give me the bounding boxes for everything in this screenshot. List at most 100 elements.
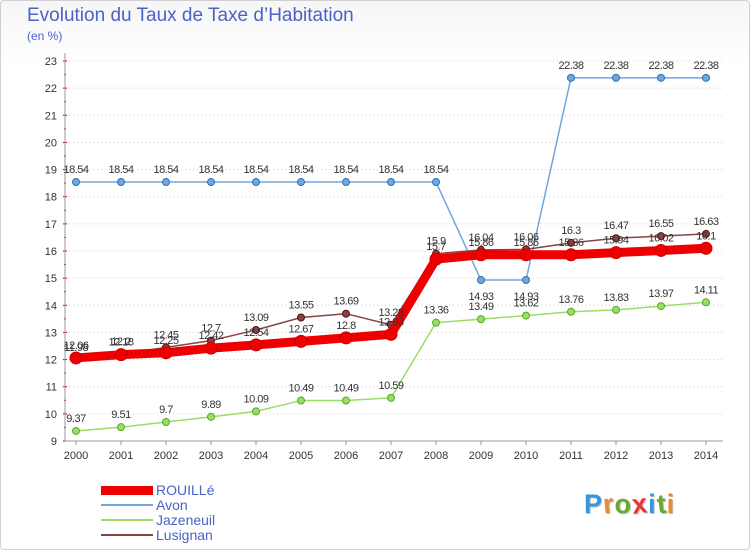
data-point <box>612 234 620 243</box>
data-point <box>429 252 443 266</box>
x-tick-label: 2005 <box>289 450 313 462</box>
data-label: 10.49 <box>288 383 313 395</box>
data-point <box>252 407 260 416</box>
data-label: 18.54 <box>153 164 178 176</box>
data-label: 11.98 <box>64 342 89 354</box>
x-tick-label: 2014 <box>694 450 718 462</box>
series-layer <box>69 73 713 435</box>
data-point <box>702 73 710 82</box>
legend-swatch <box>101 504 153 506</box>
data-point <box>477 276 485 285</box>
data-label: 13.28 <box>378 307 403 319</box>
data-label: 13.83 <box>603 292 628 304</box>
data-point <box>699 241 713 255</box>
data-label: 12.54 <box>243 327 268 339</box>
x-tick-label: 2001 <box>109 450 133 462</box>
data-point <box>432 318 440 327</box>
x-tick-label: 2006 <box>334 450 358 462</box>
data-label: 18.54 <box>378 164 403 176</box>
logo-letter: P <box>584 489 604 519</box>
data-label: 18.54 <box>423 164 448 176</box>
logo-letter: o <box>614 489 633 519</box>
data-point <box>654 243 668 257</box>
x-tick-label: 2010 <box>514 450 538 462</box>
y-tick-label: 13 <box>45 327 57 339</box>
y-tick-label: 14 <box>45 300 57 312</box>
data-point <box>162 418 170 426</box>
legend-swatch <box>101 534 153 536</box>
data-point <box>342 178 350 187</box>
data-label: 12.8 <box>336 320 356 332</box>
data-point <box>387 393 395 402</box>
data-point <box>474 248 488 262</box>
grid-lines <box>65 60 723 442</box>
x-tick-label: 2008 <box>424 450 448 462</box>
data-point <box>204 341 218 355</box>
data-label: 18.54 <box>63 164 88 176</box>
y-tick-label: 10 <box>45 409 57 421</box>
data-point <box>564 248 578 262</box>
y-tick-label: 22 <box>45 83 57 95</box>
data-label: 9.37 <box>66 413 86 425</box>
data-point <box>384 327 398 341</box>
data-point <box>69 351 83 365</box>
data-label: 13.69 <box>333 296 358 308</box>
data-point <box>342 396 350 405</box>
data-label: 13.62 <box>513 298 538 310</box>
data-label: 10.09 <box>243 393 268 405</box>
data-label: 22.38 <box>648 60 673 72</box>
data-labels: 12.06 12.18 12.25 12.42 12.54 12.67 12.8 12.931… <box>63 60 719 425</box>
data-point <box>72 178 80 187</box>
data-point <box>207 412 215 421</box>
data-label: 12.18 <box>108 337 133 349</box>
series-2 <box>72 298 710 435</box>
series-1 <box>72 73 710 285</box>
y-tick-label: 19 <box>45 165 57 177</box>
data-point <box>567 238 575 247</box>
data-label: 13.55 <box>288 300 313 312</box>
data-label: 18.54 <box>108 164 133 176</box>
data-point <box>387 178 395 187</box>
data-label: 15.86 <box>558 237 583 249</box>
logo-letter: i <box>666 489 676 519</box>
data-label: 10.59 <box>378 380 403 392</box>
data-label: 16.02 <box>648 232 673 244</box>
data-point <box>342 309 350 318</box>
data-label: 9.89 <box>201 399 221 411</box>
data-label: 18.54 <box>198 164 223 176</box>
data-label: 15.7 <box>426 241 446 253</box>
y-tick-label: 23 <box>45 56 57 68</box>
logo-letter: x <box>630 488 650 520</box>
data-label: 12.06 <box>63 340 88 352</box>
logo-letter: r <box>601 488 617 520</box>
x-tick-label: 2007 <box>379 450 403 462</box>
y-tick-label: 12 <box>45 355 57 367</box>
data-point <box>72 426 80 435</box>
data-label: 22.38 <box>693 60 718 72</box>
data-label: 14.11 <box>694 284 719 296</box>
data-point <box>657 73 665 82</box>
data-point <box>297 178 305 187</box>
data-label: 15.86 <box>468 237 493 249</box>
y-tick-label: 20 <box>45 137 57 149</box>
data-point <box>297 396 305 405</box>
legend-label: Jazeneuil <box>156 512 216 528</box>
data-point <box>159 346 173 360</box>
data-label: 12.93 <box>378 316 403 328</box>
data-point <box>477 315 485 324</box>
data-point <box>567 73 575 82</box>
data-point <box>522 276 530 285</box>
data-label: 18.54 <box>288 164 313 176</box>
chart-title: Evolution du Taux de Taxe d’Habitation <box>27 5 354 26</box>
data-point <box>297 313 305 322</box>
data-label: 16.55 <box>648 218 673 230</box>
data-label: 16.3 <box>561 225 581 237</box>
legend-label: ROUILLé <box>156 482 215 498</box>
data-point <box>657 302 665 311</box>
data-label: 12.25 <box>153 335 178 347</box>
data-label: 18.54 <box>333 164 358 176</box>
data-point <box>249 338 263 352</box>
data-label: 14.93 <box>513 291 538 303</box>
data-point <box>117 178 125 187</box>
data-point <box>609 246 623 260</box>
